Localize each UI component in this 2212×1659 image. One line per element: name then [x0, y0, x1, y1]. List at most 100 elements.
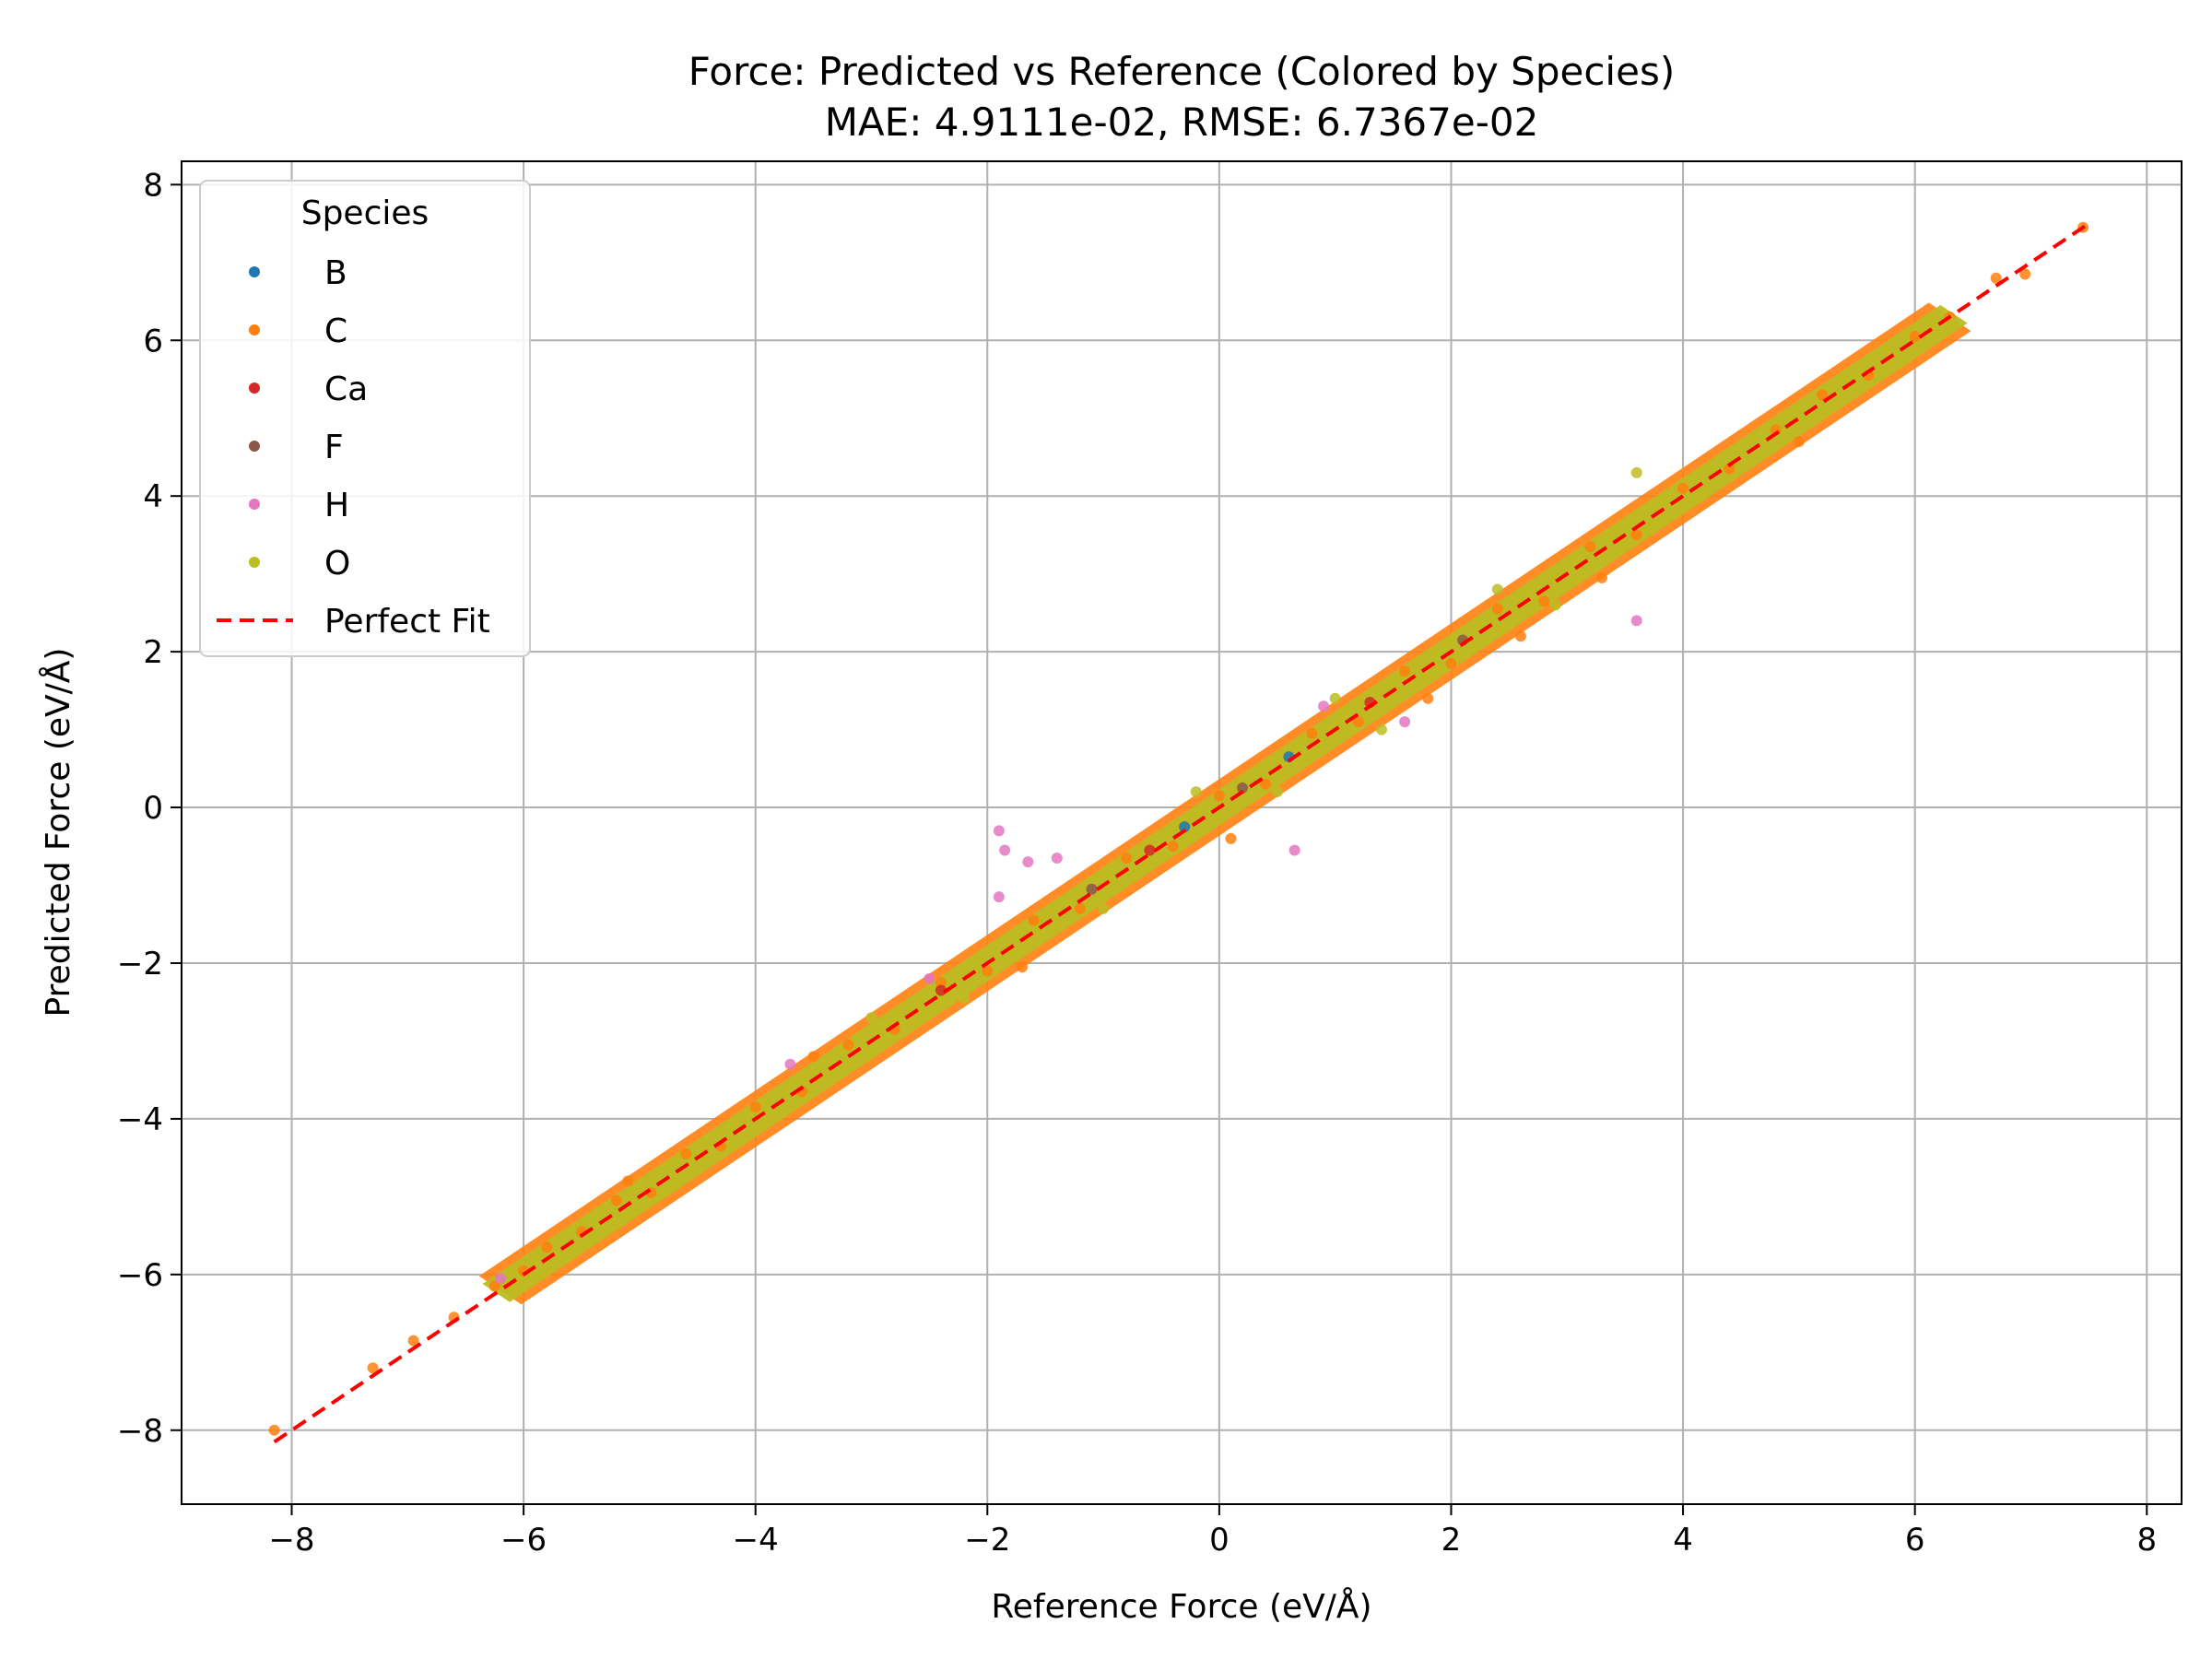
point-c: [1538, 595, 1550, 607]
perfect-fit-line: [273, 221, 2090, 1444]
point-o: [1098, 902, 1110, 914]
legend-marker-h: [249, 499, 260, 510]
y-tick-label: −8: [117, 1413, 163, 1450]
point-o: [1526, 587, 1538, 599]
point-c: [268, 1424, 280, 1436]
point-c: [367, 1362, 379, 1374]
point-c: [1352, 716, 1364, 728]
legend-marker-o: [249, 557, 260, 568]
point-c: [1074, 902, 1086, 914]
legend-label: F: [324, 429, 344, 466]
x-tick-label: −6: [500, 1522, 547, 1559]
point-o: [970, 961, 982, 973]
point-c: [1584, 541, 1596, 553]
legend-box: [199, 180, 531, 657]
point-c: [749, 1101, 761, 1113]
point-o: [587, 1218, 599, 1230]
x-axis-ticks: −8 −6 −4 −2 0 2 4 6 8: [268, 1504, 2157, 1559]
y-tick-label: 8: [143, 167, 163, 204]
point-h: [993, 825, 1005, 837]
legend-marker-ca: [249, 382, 260, 394]
point-c: [610, 1194, 622, 1206]
point-c: [1028, 914, 1040, 926]
point-c: [407, 1335, 419, 1347]
point-c: [807, 1051, 819, 1063]
point-c: [1724, 463, 1735, 475]
legend-label: H: [324, 487, 349, 524]
x-tick-label: −4: [733, 1522, 779, 1559]
point-c: [1514, 630, 1526, 642]
point-c: [1491, 603, 1503, 615]
y-tick-label: 0: [143, 790, 163, 827]
point-c: [1817, 389, 1829, 401]
legend-title: Species: [301, 194, 429, 232]
point-c: [1260, 778, 1272, 790]
legend: Species BC Ca FHO Perfect Fit: [199, 180, 531, 657]
point-c: [2019, 268, 2031, 280]
x-tick-label: 2: [1441, 1522, 1462, 1559]
point-o: [877, 1019, 889, 1031]
y-axis-label: Predicted Force (eV/Å): [38, 648, 77, 1018]
point-c: [1422, 692, 1434, 704]
point-o: [1630, 466, 1642, 478]
y-tick-label: −4: [117, 1101, 163, 1138]
point-f: [1237, 782, 1249, 794]
point-c: [935, 977, 947, 989]
x-tick-label: −8: [268, 1522, 314, 1559]
point-h: [924, 972, 935, 984]
point-c: [842, 1039, 854, 1051]
point-ca: [1144, 844, 1156, 856]
legend-label: B: [324, 254, 347, 292]
y-tick-label: 4: [143, 478, 163, 515]
legend-label: Perfect Fit: [324, 603, 490, 641]
point-c: [1445, 657, 1457, 669]
point-c: [1213, 790, 1225, 802]
point-ca: [935, 984, 947, 996]
point-h: [494, 1273, 506, 1285]
point-o: [1376, 724, 1387, 735]
x-tick-label: 0: [1209, 1522, 1230, 1559]
x-tick-label: 6: [1905, 1522, 1925, 1559]
point-h: [1288, 844, 1300, 856]
point-c: [680, 1147, 692, 1159]
point-h: [999, 844, 1011, 856]
point-c: [1167, 841, 1179, 853]
point-c: [1677, 482, 1689, 494]
point-c: [1225, 832, 1237, 844]
legend-marker-f: [249, 441, 260, 452]
x-tick-label: 4: [1673, 1522, 1693, 1559]
point-c: [1990, 272, 2002, 284]
y-tick-label: 6: [143, 323, 163, 359]
chart-title: Force: Predicted vs Reference (Colored b…: [688, 49, 1675, 94]
point-o: [1329, 692, 1341, 704]
point-c: [982, 965, 994, 977]
point-o: [784, 1082, 796, 1094]
point-c: [1596, 571, 1608, 583]
point-o: [1491, 583, 1503, 595]
x-axis-label: Reference Force (eV/Å): [991, 1586, 1371, 1626]
y-tick-label: −6: [117, 1257, 163, 1294]
point-c: [1909, 331, 1921, 343]
point-o: [1549, 599, 1561, 611]
legend-label: Ca: [324, 371, 368, 408]
point-o: [1063, 899, 1075, 911]
point-c: [1793, 436, 1805, 448]
plot-frame: [181, 160, 2183, 1505]
y-tick-label: −2: [117, 946, 163, 982]
x-tick-label: 8: [2136, 1522, 2157, 1559]
legend-label: O: [324, 545, 350, 582]
point-o: [865, 1012, 877, 1024]
legend-marker-c: [249, 324, 260, 335]
legend-label: C: [324, 312, 347, 350]
point-c: [541, 1241, 553, 1253]
point-c: [622, 1175, 634, 1187]
legend-marker-b: [249, 266, 260, 277]
point-c: [1306, 727, 1318, 739]
point-h: [1630, 615, 1642, 627]
point-o: [1851, 370, 1863, 382]
point-h: [1318, 700, 1330, 712]
point-o: [1202, 806, 1214, 818]
point-h: [784, 1058, 796, 1070]
point-c: [1399, 665, 1411, 677]
point-o: [1294, 743, 1306, 755]
